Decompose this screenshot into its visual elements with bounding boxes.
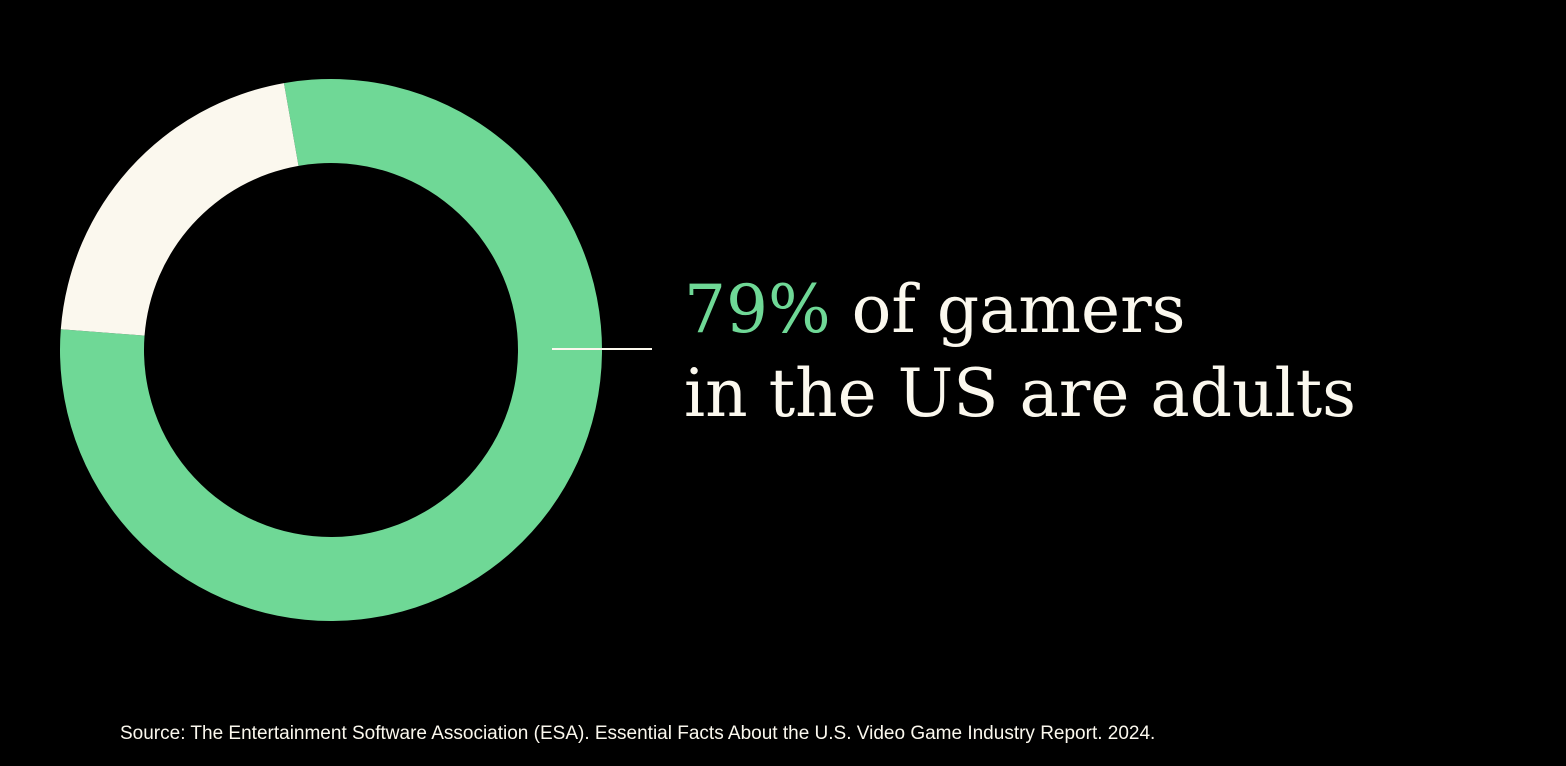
headline-line-1-text: of gamers [830, 271, 1186, 348]
headline-percent: 79% [684, 271, 831, 348]
connector-line [552, 348, 652, 350]
headline: 79% of gamers in the US are adults [684, 268, 1356, 436]
headline-line-1: 79% of gamers [684, 268, 1356, 352]
donut-chart [60, 79, 602, 621]
donut-slice-adults [60, 79, 602, 621]
source-citation: Source: The Entertainment Software Assoc… [120, 723, 1156, 744]
donut-slice-remainder [60, 83, 299, 336]
headline-line-2: in the US are adults [684, 355, 1357, 432]
